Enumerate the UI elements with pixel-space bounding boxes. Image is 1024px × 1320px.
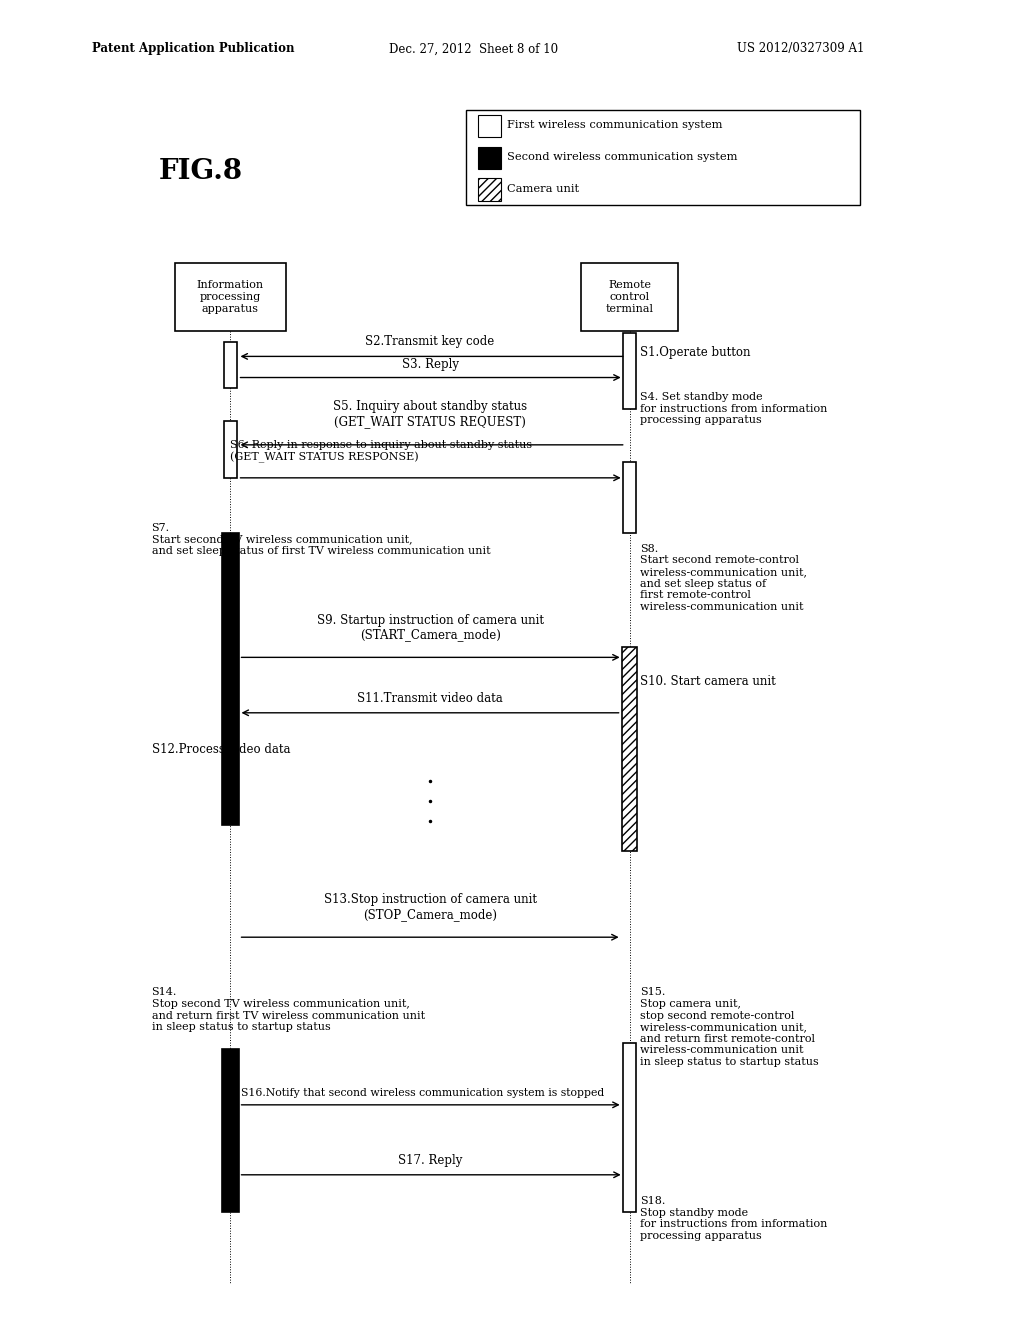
Text: S16.Notify that second wireless communication system is stopped: S16.Notify that second wireless communic… xyxy=(241,1088,604,1098)
Text: S18.
Stop standby mode
for instructions from information
processing apparatus: S18. Stop standby mode for instructions … xyxy=(640,1196,827,1241)
Text: S7.
Start second TV wireless communication unit,
and set sleep status of first T: S7. Start second TV wireless communicati… xyxy=(152,523,490,556)
Bar xyxy=(623,333,637,409)
Text: S3. Reply: S3. Reply xyxy=(401,358,459,371)
Bar xyxy=(623,1043,637,1212)
Text: S9. Startup instruction of camera unit
(START_Camera_mode): S9. Startup instruction of camera unit (… xyxy=(316,614,544,642)
Text: Remote
control
terminal: Remote control terminal xyxy=(606,280,653,314)
Bar xyxy=(582,263,678,331)
Bar xyxy=(478,147,501,169)
Text: S6. Reply in response to inquiry about standby status
(GET_WAIT STATUS RESPONSE): S6. Reply in response to inquiry about s… xyxy=(230,441,532,463)
Bar xyxy=(478,178,501,201)
Text: Dec. 27, 2012  Sheet 8 of 10: Dec. 27, 2012 Sheet 8 of 10 xyxy=(389,42,558,55)
Text: S5. Inquiry about standby status
(GET_WAIT STATUS REQUEST): S5. Inquiry about standby status (GET_WA… xyxy=(333,400,527,428)
Text: FIG.8: FIG.8 xyxy=(159,158,243,185)
Text: S11.Transmit video data: S11.Transmit video data xyxy=(357,692,503,705)
Text: S15.
Stop camera unit,
stop second remote-control
wireless-communication unit,
a: S15. Stop camera unit, stop second remot… xyxy=(640,987,819,1067)
Text: Information
processing
apparatus: Information processing apparatus xyxy=(197,280,264,314)
Bar xyxy=(623,647,637,851)
Bar xyxy=(222,533,239,825)
Bar xyxy=(623,462,637,533)
Text: S2.Transmit key code: S2.Transmit key code xyxy=(366,335,495,348)
Text: Second wireless communication system: Second wireless communication system xyxy=(507,152,737,162)
Text: S14.
Stop second TV wireless communication unit,
and return first TV wireless co: S14. Stop second TV wireless communicati… xyxy=(152,987,425,1032)
Text: S12.Process video data: S12.Process video data xyxy=(152,743,290,756)
Bar xyxy=(222,1049,239,1212)
Text: S17. Reply: S17. Reply xyxy=(398,1154,462,1167)
Text: US 2012/0327309 A1: US 2012/0327309 A1 xyxy=(737,42,864,55)
Bar xyxy=(223,342,238,388)
Text: S8.
Start second remote-control
wireless-communication unit,
and set sleep statu: S8. Start second remote-control wireless… xyxy=(640,544,807,612)
Text: Camera unit: Camera unit xyxy=(507,183,579,194)
Text: S1.Operate button: S1.Operate button xyxy=(640,346,751,359)
Text: S13.Stop instruction of camera unit
(STOP_Camera_mode): S13.Stop instruction of camera unit (STO… xyxy=(324,894,537,921)
Bar xyxy=(466,110,860,205)
Bar xyxy=(223,421,238,478)
Bar xyxy=(175,263,286,331)
Text: S4. Set standby mode
for instructions from information
processing apparatus: S4. Set standby mode for instructions fr… xyxy=(640,392,827,425)
Text: Patent Application Publication: Patent Application Publication xyxy=(92,42,295,55)
Text: First wireless communication system: First wireless communication system xyxy=(507,120,722,131)
Bar xyxy=(478,115,501,137)
Text: S10. Start camera unit: S10. Start camera unit xyxy=(640,675,776,688)
